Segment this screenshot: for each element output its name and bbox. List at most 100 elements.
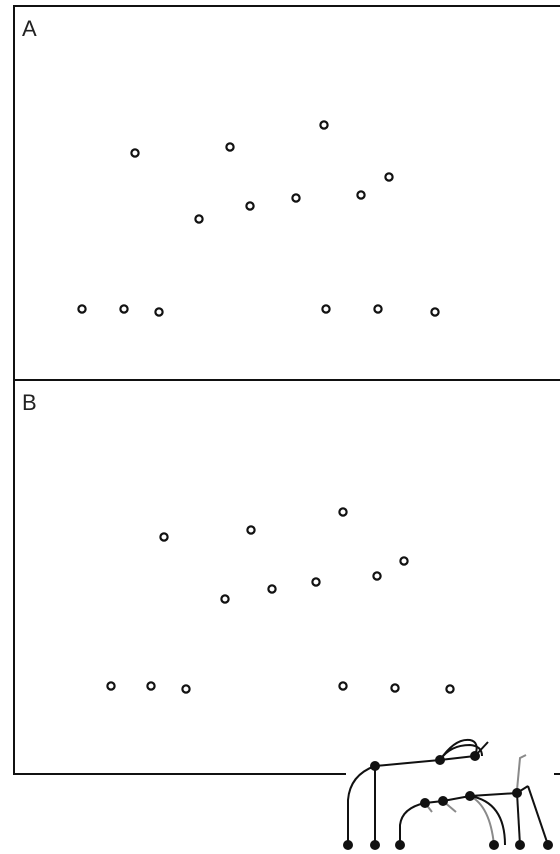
grid-column-line: [128, 26, 140, 350]
landmark-point: [399, 556, 409, 566]
landmark-point: [106, 681, 116, 691]
grid-row-line: [44, 497, 526, 534]
grid-row-line: [44, 543, 526, 576]
landmark-point: [194, 214, 204, 224]
landmarks-b: [106, 507, 455, 694]
grid-row-line: [39, 240, 530, 257]
grid-row-line: [45, 454, 525, 492]
grid-column-line: [104, 23, 114, 350]
grid-row-line: [41, 196, 530, 219]
landmark-point: [356, 190, 366, 200]
landmark-point: [245, 201, 255, 211]
tree-node: [512, 788, 522, 798]
grid-column-line: [366, 59, 375, 350]
landmark-point: [119, 304, 129, 314]
grid-row-line: [44, 568, 526, 598]
grid-column-line: [530, 43, 533, 350]
grid-column-line: [136, 405, 137, 728]
grid-column-line: [271, 57, 287, 350]
grid-column-line: [479, 429, 481, 728]
grid-row-line: [40, 20, 532, 61]
grid-column-line: [228, 394, 229, 728]
grid-column-line: [199, 41, 215, 350]
landmark-point: [267, 584, 277, 594]
landmark-point: [390, 683, 400, 693]
grid-column-line: [484, 45, 485, 350]
grid-column-line: [33, 21, 42, 350]
grid-row-line: [45, 645, 525, 662]
grid-column-line: [205, 397, 206, 728]
grid-column-line: [456, 425, 457, 728]
grid-row-line: [45, 673, 525, 685]
grid-row-line: [46, 413, 525, 451]
panel-b-frame: [13, 379, 560, 775]
deformation-grid-b: [44, 392, 526, 728]
tree-tip: [395, 840, 405, 850]
tree-branch-light: [469, 795, 495, 846]
landmark-point: [430, 307, 440, 317]
tree-node: [435, 755, 445, 765]
tree-node: [470, 751, 480, 761]
tree-branch: [439, 755, 476, 761]
landmark-point: [154, 307, 164, 317]
grid-column-line: [387, 407, 388, 728]
tree-tip: [370, 840, 380, 850]
landmark-point: [338, 507, 348, 517]
panel-a: A: [13, 5, 560, 381]
grid-row-line: [41, 65, 531, 102]
landmark-point: [181, 684, 191, 694]
grid-row-line: [41, 152, 529, 180]
grid-row-line: [46, 700, 525, 706]
panel-a-label: A: [22, 16, 37, 41]
grid-row-line: [34, 328, 531, 332]
landmark-point: [146, 681, 156, 691]
landmark-point: [319, 120, 329, 130]
grid-row-line: [41, 87, 530, 122]
panel-b: B: [13, 379, 560, 775]
grid-row-line: [37, 284, 531, 295]
landmark-point: [291, 193, 301, 203]
grid-column-line: [80, 21, 90, 350]
landmark-point: [225, 142, 235, 152]
tree-tip: [343, 840, 353, 850]
grid-row-line: [44, 476, 525, 513]
grid-column-line: [294, 60, 309, 350]
grid-column-line: [175, 35, 189, 350]
tree-branch: [399, 785, 529, 845]
tree-branch: [439, 738, 478, 761]
grid-column-line: [433, 420, 434, 728]
landmark-point: [384, 172, 394, 182]
grid-row-line: [42, 130, 530, 161]
landmark-point: [159, 532, 169, 542]
grid-column-line: [67, 411, 69, 728]
tree-node: [420, 798, 430, 808]
grid-row-line: [41, 109, 530, 142]
landmark-point: [246, 525, 256, 535]
grid-column-line: [113, 408, 114, 728]
grid-column-line: [389, 56, 395, 350]
grid-row-line: [45, 433, 525, 471]
grid-row-line: [44, 619, 525, 641]
tree-node: [465, 791, 475, 801]
grid-column-line: [223, 47, 239, 350]
grid-column-line: [365, 402, 366, 729]
landmark-point: [321, 304, 331, 314]
tree-branch: [469, 795, 506, 846]
grid-row-line: [46, 392, 524, 430]
grid-column-line: [159, 403, 160, 729]
grid-column-line: [437, 49, 439, 350]
grid-column-line: [44, 412, 46, 728]
tree-branch: [516, 792, 521, 846]
grid-column-line: [90, 410, 92, 728]
phylogeny-tree-icon: [340, 738, 554, 850]
landmark-point: [130, 148, 140, 158]
grid-column-line: [182, 400, 183, 729]
tree-node: [370, 761, 380, 771]
landmark-point: [220, 594, 230, 604]
grid-column-line: [507, 44, 509, 350]
panel-a-frame: [13, 5, 560, 381]
grid-column-line: [501, 430, 503, 728]
grid-row-line: [40, 218, 530, 238]
grid-column-line: [413, 52, 417, 350]
